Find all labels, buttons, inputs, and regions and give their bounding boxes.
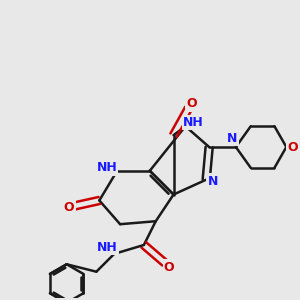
Text: O: O — [288, 140, 298, 154]
Text: NH: NH — [183, 116, 204, 129]
Text: N: N — [208, 175, 218, 188]
Text: NH: NH — [97, 241, 118, 254]
Text: O: O — [187, 98, 197, 110]
Text: N: N — [227, 132, 238, 145]
Text: O: O — [64, 201, 74, 214]
Text: O: O — [164, 261, 174, 274]
Text: NH: NH — [96, 161, 117, 174]
